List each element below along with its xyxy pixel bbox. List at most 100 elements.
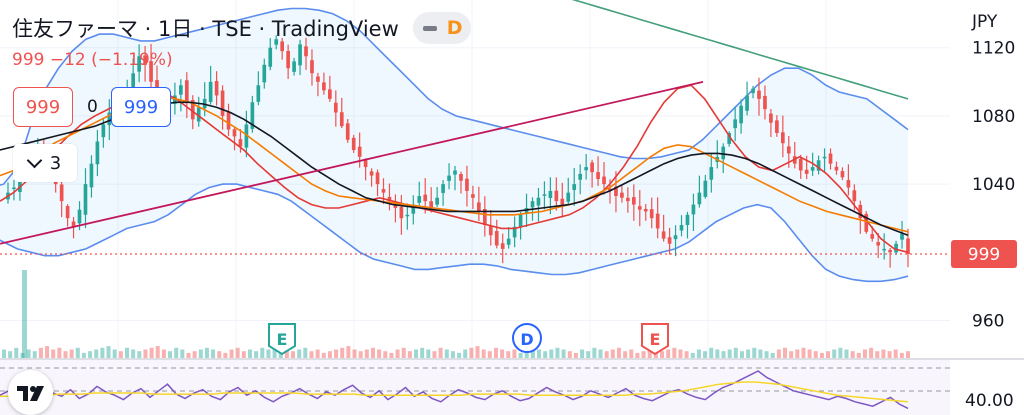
volume-bar: [826, 351, 831, 358]
volume-bar: [266, 349, 271, 358]
volume-bar: [463, 349, 468, 358]
trendline[interactable]: [0, 80, 704, 245]
volume-bar: [100, 347, 105, 358]
tradingview-logo-icon[interactable]: [8, 370, 53, 415]
rsi-background: [0, 360, 950, 415]
ma-line-sma200: [571, 0, 909, 100]
price-change-quote: 999 −12 (−1.19%): [12, 50, 173, 70]
indicators-count: 3: [49, 152, 62, 174]
candle-body: [173, 95, 177, 104]
candle-body: [673, 235, 678, 240]
volume-bar: [537, 349, 542, 358]
volume-bar: [235, 347, 240, 358]
candle-body: [727, 132, 732, 144]
y-tick-label: 960: [972, 311, 1004, 331]
volume-bar: [592, 347, 597, 358]
volume-bar: [211, 349, 216, 358]
volume-bar: [666, 349, 671, 358]
candle-body: [280, 41, 285, 52]
candle-body: [602, 176, 606, 185]
volume-bar: [174, 347, 179, 358]
candle-body: [900, 233, 904, 240]
buy-price-button[interactable]: 999: [111, 87, 171, 127]
indicators-collapse-button[interactable]: 3: [13, 144, 77, 182]
candle-body: [339, 112, 344, 127]
symbol-title[interactable]: 住友ファーマ · 1日 · TSE · TradingView: [12, 17, 399, 41]
volume-bar: [124, 347, 129, 358]
sell-price-button[interactable]: 999: [13, 87, 73, 127]
candle-body: [703, 180, 708, 197]
volume-bar: [32, 351, 37, 358]
candle-body: [864, 213, 869, 232]
candle-body: [584, 167, 588, 171]
candle-body: [804, 169, 809, 174]
candle-body: [399, 206, 404, 219]
candle-body: [822, 156, 827, 159]
volume-bar: [309, 351, 314, 358]
volume-bar: [291, 351, 296, 358]
volume-bar: [38, 347, 43, 358]
volume-bar: [426, 349, 431, 358]
volume-bar: [635, 352, 640, 358]
volume-bar: [475, 346, 480, 358]
volume-bar: [63, 351, 68, 358]
volume-bar: [543, 351, 548, 358]
volume-bar: [327, 351, 332, 358]
market-status-pill[interactable]: D: [412, 12, 471, 44]
last-price-tag: [951, 240, 1017, 269]
chevron-down-icon: [26, 152, 43, 168]
volume-bar: [789, 351, 794, 358]
candle-body: [262, 64, 267, 83]
candle-body: [810, 167, 815, 171]
volume-bar: [647, 347, 652, 358]
candle-body: [244, 124, 249, 148]
candlesticks[interactable]: [6, 35, 910, 268]
candle-body: [345, 123, 350, 140]
candle-body: [542, 194, 547, 196]
volume-bar: [487, 351, 492, 358]
candle-body: [393, 205, 398, 208]
candle-body: [798, 158, 803, 171]
volume-bar: [512, 349, 517, 358]
candle-body: [95, 141, 100, 165]
volume-bar: [118, 351, 123, 358]
volume-bar: [801, 347, 806, 358]
chart-header: 住友ファーマ · 1日 · TSE · TradingView D: [12, 11, 471, 45]
volume-bar: [383, 351, 388, 358]
volume-bar: [678, 349, 683, 358]
volume-bar: [573, 352, 578, 358]
volume-bar: [284, 349, 289, 358]
volume-bar: [580, 349, 585, 358]
volume-bar: [161, 349, 166, 358]
candle-body: [721, 146, 726, 160]
earnings-marker[interactable]: E: [641, 323, 669, 356]
volume-bar: [561, 349, 566, 358]
candle-body: [143, 55, 147, 65]
pill-badge: D: [446, 17, 463, 39]
volume-bar: [14, 347, 19, 358]
candle-body: [757, 90, 761, 99]
candle-body: [530, 201, 535, 208]
volume-bar: [709, 347, 714, 358]
volume-bar: [567, 351, 572, 358]
candle-body: [739, 105, 743, 124]
volume-bar: [733, 347, 738, 358]
volume-bar: [254, 351, 259, 358]
candle-body: [882, 248, 886, 251]
currency-label: JPY: [971, 12, 998, 32]
volume-bar: [22, 270, 27, 358]
volume-bar: [450, 351, 455, 358]
earnings-marker[interactable]: E: [268, 323, 296, 356]
price-axis[interactable]: JPY 999 1120 1080 1040 960: [951, 12, 1017, 331]
volume-bar: [518, 352, 523, 358]
candle-body: [220, 90, 225, 116]
dividend-marker[interactable]: D: [512, 323, 542, 353]
volume-bar: [81, 352, 86, 358]
candle-body: [482, 208, 487, 226]
candle-body: [852, 190, 857, 202]
candle-body: [232, 129, 237, 137]
candle-body: [190, 100, 195, 120]
bollinger-lower-line: [0, 183, 909, 283]
